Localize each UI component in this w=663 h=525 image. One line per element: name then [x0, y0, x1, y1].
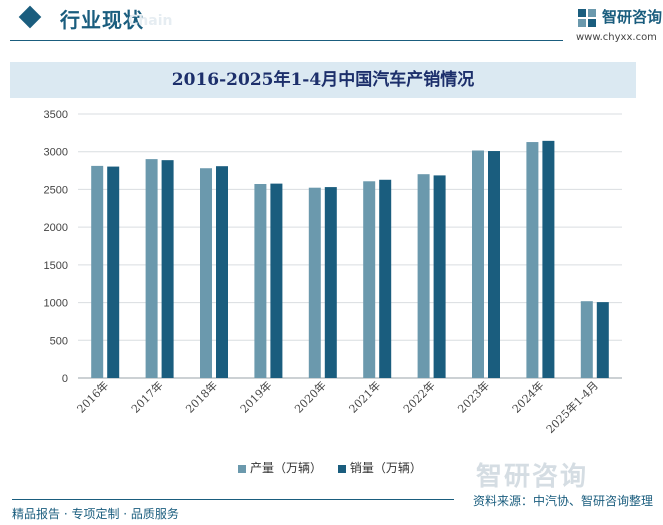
bar-production — [200, 168, 212, 378]
bar-sales — [488, 151, 500, 378]
x-tick-label: 2022年 — [400, 378, 437, 415]
y-tick-label: 1500 — [44, 260, 68, 272]
bar-production — [254, 183, 267, 378]
bar-production — [417, 174, 430, 378]
footer-divider — [12, 499, 454, 500]
legend-label-production: 产量（万辆） — [250, 461, 323, 475]
legend-swatch-production — [238, 464, 246, 473]
x-tick-label: 2023年 — [455, 378, 492, 415]
x-tick-label: 2025年1-4月 — [543, 378, 601, 436]
y-tick-label: 1000 — [44, 298, 68, 310]
bar-sales — [161, 160, 174, 378]
bar-sales — [107, 166, 120, 378]
watermark-logo: 智研咨询 — [476, 462, 589, 492]
x-tick-label: 2024年 — [509, 378, 546, 415]
bar-sales — [379, 179, 392, 378]
chart-title: 2016-2025年1-4月中国汽车产销情况 — [171, 70, 475, 90]
y-tick-label: 500 — [50, 335, 68, 347]
x-tick-label: 2021年 — [346, 378, 383, 415]
bar-production — [308, 187, 321, 378]
header: 行业现状 Chain 智研咨询 www.chyxx.com — [0, 0, 663, 44]
legend-item-sales: 销量（万辆） — [337, 461, 422, 475]
bar-production — [363, 181, 376, 378]
bar-production — [526, 142, 539, 378]
y-tick-label: 2500 — [44, 184, 68, 196]
chart-title-band: 2016-2025年1-4月中国汽车产销情况 — [10, 62, 636, 98]
legend-swatch-sales — [337, 464, 346, 473]
section-title: 行业现状 — [60, 8, 144, 32]
ghost-text: Chain — [128, 13, 173, 29]
bar-production — [580, 301, 593, 378]
x-tick-label: 2019年 — [237, 378, 274, 415]
y-tick-label: 3500 — [44, 109, 68, 121]
legend-item-production: 产量（万辆） — [238, 461, 322, 475]
x-tick-label: 2017年 — [128, 378, 165, 415]
legend: 产量（万辆） 销量（万辆） — [238, 459, 434, 476]
bar-sales — [596, 302, 609, 378]
y-tick-label: 2000 — [44, 222, 68, 234]
legend-label-sales: 销量（万辆） — [349, 461, 422, 475]
bar-sales — [216, 166, 228, 378]
bar-sales — [270, 183, 283, 378]
bar-sales — [542, 140, 555, 378]
logo-text: 智研咨询 — [602, 8, 663, 26]
bar-sales — [324, 187, 337, 378]
bar-production — [91, 165, 104, 378]
bar-sales — [433, 175, 446, 378]
header-divider — [10, 40, 563, 41]
y-tick-label: 0 — [62, 373, 68, 385]
logo-url: www.chyxx.com — [576, 32, 657, 43]
footer-tagline: 精品报告 · 专项定制 · 品质服务 — [12, 507, 179, 521]
x-tick-label: 2018年 — [183, 378, 220, 415]
logo-icon — [578, 9, 596, 27]
x-tick-label: 2016年 — [74, 378, 111, 415]
y-tick-label: 3000 — [44, 147, 68, 159]
footer-source: 资料来源：中汽协、智研咨询整理 — [472, 494, 653, 508]
x-tick-label: 2020年 — [291, 378, 328, 415]
bar-production — [145, 159, 158, 378]
bar-production — [472, 150, 484, 378]
